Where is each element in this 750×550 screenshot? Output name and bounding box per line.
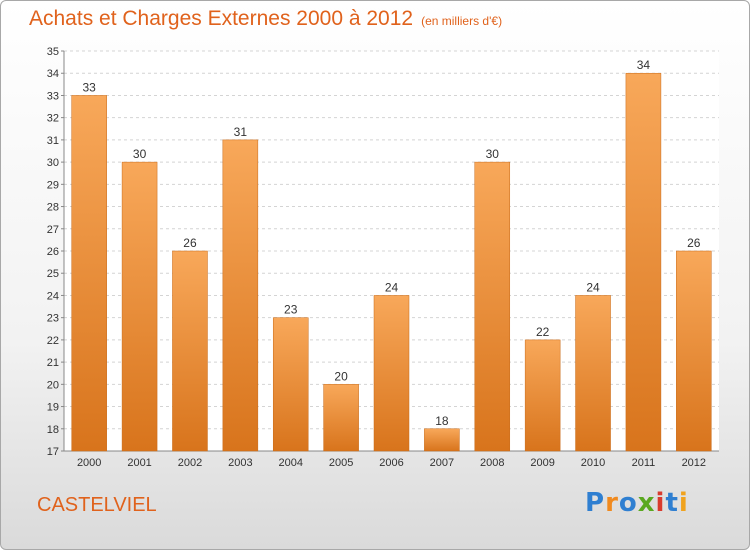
y-tick-label: 34 [47, 68, 59, 80]
bar-value-label: 23 [284, 303, 298, 317]
chart-unit-note: (en milliers d'€) [421, 14, 503, 28]
logo-letter: i [655, 488, 666, 518]
x-tick-label: 2005 [329, 457, 353, 469]
proxiti-logo: Proxiti [585, 488, 689, 518]
x-tick-label: 2001 [127, 457, 151, 469]
bar [71, 95, 107, 452]
y-tick-label: 28 [47, 202, 59, 214]
x-tick-label: 2008 [480, 457, 504, 469]
y-tick-label: 24 [47, 290, 59, 302]
x-tick-label: 2002 [178, 457, 202, 469]
bar [373, 295, 410, 452]
bar-value-label: 18 [435, 414, 449, 428]
logo-letter: x [637, 488, 656, 518]
y-tick-label: 25 [47, 268, 59, 280]
commune-name: CASTELVIEL [37, 494, 157, 516]
bar-value-label: 24 [586, 280, 600, 294]
y-tick-label: 32 [47, 113, 59, 125]
bar-value-label: 26 [687, 236, 701, 250]
y-tick-label: 30 [47, 157, 59, 169]
y-tick-label: 35 [47, 46, 59, 58]
x-tick-label: 2011 [632, 457, 656, 469]
logo-letter: r [605, 488, 619, 518]
bar-value-label: 20 [334, 369, 348, 383]
chart-title-block: Achats et Charges Externes 2000 à 2012 (e… [29, 7, 502, 31]
logo-letter: i [678, 488, 689, 518]
x-tick-label: 2003 [228, 457, 252, 469]
y-tick-label: 19 [47, 402, 59, 414]
bar [272, 317, 309, 452]
x-tick-label: 2000 [77, 457, 101, 469]
x-tick-label: 2006 [379, 457, 403, 469]
bar [424, 428, 460, 452]
y-tick-label: 18 [47, 424, 59, 436]
y-tick-label: 20 [47, 379, 59, 391]
chart-title: Achats et Charges Externes 2000 à 2012 [29, 7, 414, 30]
x-tick-label: 2010 [581, 457, 605, 469]
x-tick-label: 2004 [278, 457, 302, 469]
bar-value-label: 24 [385, 280, 399, 294]
y-tick-label: 27 [47, 224, 59, 236]
y-tick-label: 21 [47, 357, 59, 369]
y-tick-label: 22 [47, 335, 59, 347]
bar-value-label: 33 [83, 80, 97, 94]
logo-letter: o [618, 488, 638, 518]
logo-letter: t [665, 488, 679, 518]
bar-value-label: 26 [183, 236, 197, 250]
x-tick-label: 2009 [530, 457, 554, 469]
x-tick-label: 2012 [682, 457, 706, 469]
bar [625, 72, 662, 452]
bar [121, 161, 158, 452]
logo-letter: P [585, 488, 606, 518]
bar [323, 384, 359, 452]
bar [222, 139, 259, 452]
y-tick-label: 17 [47, 446, 59, 458]
bar [474, 161, 511, 452]
bar-value-label: 30 [486, 147, 500, 161]
bar [172, 250, 208, 452]
y-tick-label: 31 [47, 135, 59, 147]
y-tick-label: 26 [47, 246, 59, 258]
bar-value-label: 31 [234, 125, 248, 139]
bar [575, 295, 611, 452]
bar-value-label: 30 [133, 147, 147, 161]
y-tick-label: 29 [47, 179, 59, 191]
y-tick-label: 33 [47, 90, 59, 102]
bar-value-label: 22 [536, 325, 550, 339]
x-tick-label: 2007 [430, 457, 454, 469]
bar [524, 339, 561, 452]
y-tick-label: 23 [47, 313, 59, 325]
bar [676, 250, 712, 452]
bar-value-label: 34 [637, 58, 651, 72]
